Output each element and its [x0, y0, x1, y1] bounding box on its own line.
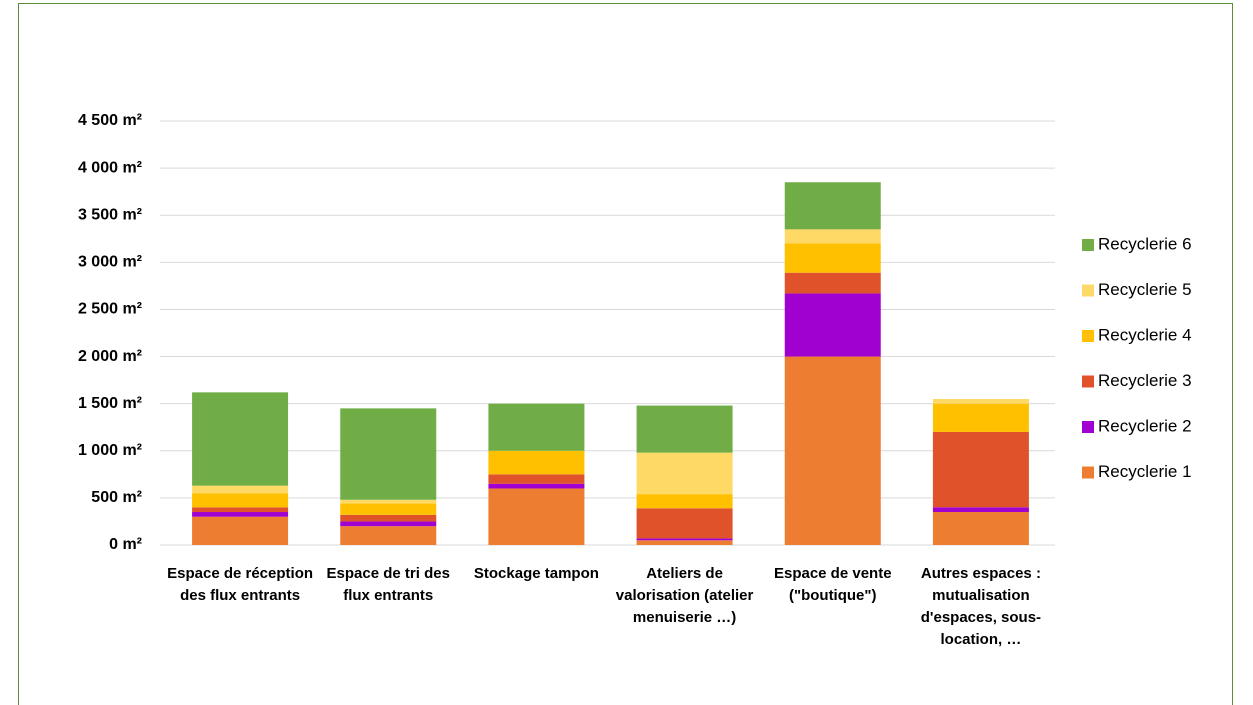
- legend-swatch: [1082, 466, 1094, 479]
- bar-segment: [636, 405, 733, 453]
- legend-swatch: [1082, 330, 1094, 342]
- bar-segment: [192, 512, 289, 517]
- bar-segment: [488, 403, 585, 451]
- bar-segment: [784, 243, 881, 273]
- bar-segment: [784, 272, 881, 294]
- x-tick-label: Espace de réception des flux entrants: [167, 565, 314, 604]
- bar-segment: [784, 356, 881, 545]
- y-tick-label: 4 000 m²: [78, 159, 142, 176]
- bar-segment: [932, 398, 1029, 404]
- y-tick-label: 500 m²: [91, 489, 142, 506]
- bar-segment: [932, 431, 1029, 508]
- bar-segment: [636, 540, 733, 545]
- y-tick-label: 4 500 m²: [78, 112, 142, 129]
- bar-segment: [784, 182, 881, 230]
- x-tick-label: Stockage tampon: [473, 565, 599, 582]
- bar-segment: [488, 483, 585, 489]
- legend-label: Recyclerie 2: [1098, 416, 1192, 435]
- y-tick-label: 2 000 m²: [78, 348, 142, 365]
- bar-segment: [192, 485, 289, 494]
- y-tick-label: 0 m²: [109, 536, 142, 553]
- chart-frame: [18, 3, 1233, 705]
- bar-segment: [340, 521, 437, 527]
- legend-label: Recyclerie 1: [1098, 462, 1192, 481]
- x-tick-label: Espace de vente ("boutique"): [773, 565, 892, 604]
- legend-swatch: [1082, 239, 1094, 251]
- bar-segment: [340, 499, 437, 504]
- bar-segment: [784, 293, 881, 357]
- y-tick-label: 2 500 m²: [78, 301, 142, 318]
- bar-segment: [636, 452, 733, 495]
- legend-label: Recyclerie 5: [1098, 280, 1192, 299]
- legend-label: Recyclerie 3: [1098, 371, 1192, 390]
- bar-segment: [192, 507, 289, 513]
- bar-segment: [192, 392, 289, 486]
- y-tick-label: 3 500 m²: [78, 206, 142, 223]
- bar-segment: [192, 516, 289, 545]
- y-tick-label: 3 000 m²: [78, 254, 142, 271]
- bar-segment: [636, 538, 733, 541]
- bar-segment: [340, 503, 437, 515]
- bar-segment: [636, 508, 733, 539]
- legend-label: Recyclerie 6: [1098, 234, 1192, 253]
- x-tick-label: Espace de tri des flux entrants: [326, 565, 450, 604]
- bar-segment: [340, 408, 437, 500]
- bar-segment: [932, 403, 1029, 432]
- bar-segment: [340, 514, 437, 522]
- legend-swatch: [1082, 375, 1094, 388]
- bar-segment: [636, 494, 733, 509]
- bar-segment: [192, 493, 289, 508]
- bar-segment: [932, 507, 1029, 513]
- legend-swatch: [1082, 421, 1094, 433]
- y-tick-label: 1 500 m²: [78, 395, 142, 412]
- bar-segment: [488, 474, 585, 484]
- bar-segment: [488, 450, 585, 475]
- bar-segment: [932, 512, 1029, 545]
- y-tick-label: 1 000 m²: [78, 442, 142, 459]
- x-tick-label: Autres espaces : mutualisation d'espaces…: [920, 565, 1042, 648]
- bar-segment: [488, 488, 585, 545]
- bar-segment: [784, 229, 881, 244]
- bar-segment: [340, 526, 437, 545]
- legend-label: Recyclerie 4: [1098, 325, 1192, 344]
- x-tick-label: Ateliers de valorisation (atelier menuis…: [615, 565, 754, 626]
- legend-swatch: [1082, 284, 1094, 297]
